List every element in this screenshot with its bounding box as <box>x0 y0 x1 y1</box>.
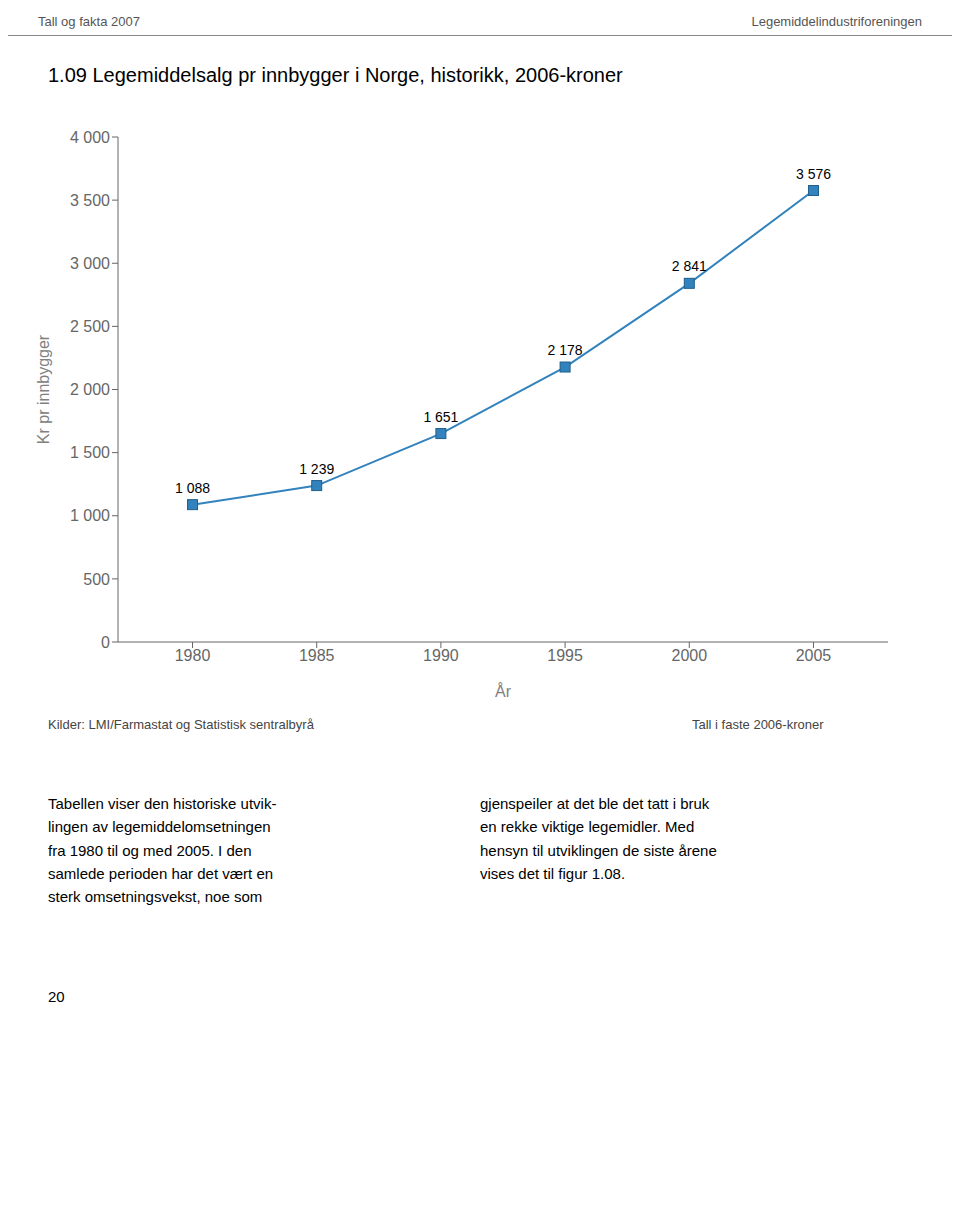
html-text:Tall i faste 2006-kroner: Tall i faste 2006-kroner <box>692 717 824 732</box>
html-text:Tabellen viser den historiske: Tabellen viser den historiske utvik- lin… <box>48 795 277 905</box>
svg-text:2 178: 2 178 <box>548 342 583 358</box>
svg-text:4 000: 4 000 <box>70 129 110 146</box>
html-text:20: 20 <box>48 988 65 1006</box>
svg-text:1 651: 1 651 <box>423 409 458 425</box>
svg-text:2 000: 2 000 <box>70 381 110 398</box>
svg-text:2000: 2000 <box>671 647 707 664</box>
svg-text:1 088: 1 088 <box>175 480 210 496</box>
html-text:gjenspeiler at det ble det tat: gjenspeiler at det ble det tatt i bruk e… <box>480 795 717 882</box>
svg-text:0: 0 <box>101 634 110 651</box>
svg-text:1990: 1990 <box>423 647 459 664</box>
svg-text:1985: 1985 <box>299 647 335 664</box>
svg-text:500: 500 <box>83 571 110 588</box>
svg-text:1 239: 1 239 <box>299 461 334 477</box>
svg-text:2 841: 2 841 <box>672 258 707 274</box>
svg-text:1 000: 1 000 <box>70 507 110 524</box>
svg-text:Kr pr innbygger: Kr pr innbygger <box>35 334 52 444</box>
svg-text:3 576: 3 576 <box>796 166 831 182</box>
svg-text:2005: 2005 <box>796 647 832 664</box>
svg-text:2 500: 2 500 <box>70 318 110 335</box>
svg-text:3 500: 3 500 <box>70 192 110 209</box>
html-text:Tall og fakta 2007: Tall og fakta 2007 <box>38 14 140 29</box>
svg-text:1995: 1995 <box>547 647 583 664</box>
html-text:Kilder: LMI/Farmastat og Stati: Kilder: LMI/Farmastat og Statistisk sent… <box>48 717 314 732</box>
svg-text:1980: 1980 <box>175 647 211 664</box>
html-text:1.09 Legemiddelsalg pr innbygg: 1.09 Legemiddelsalg pr innbygger i Norge… <box>48 64 623 86</box>
html-text:Legemiddelindustriforeningen: Legemiddelindustriforeningen <box>751 14 922 29</box>
svg-text:År: År <box>495 682 512 700</box>
svg-text:1 500: 1 500 <box>70 444 110 461</box>
svg-text:3 000: 3 000 <box>70 255 110 272</box>
